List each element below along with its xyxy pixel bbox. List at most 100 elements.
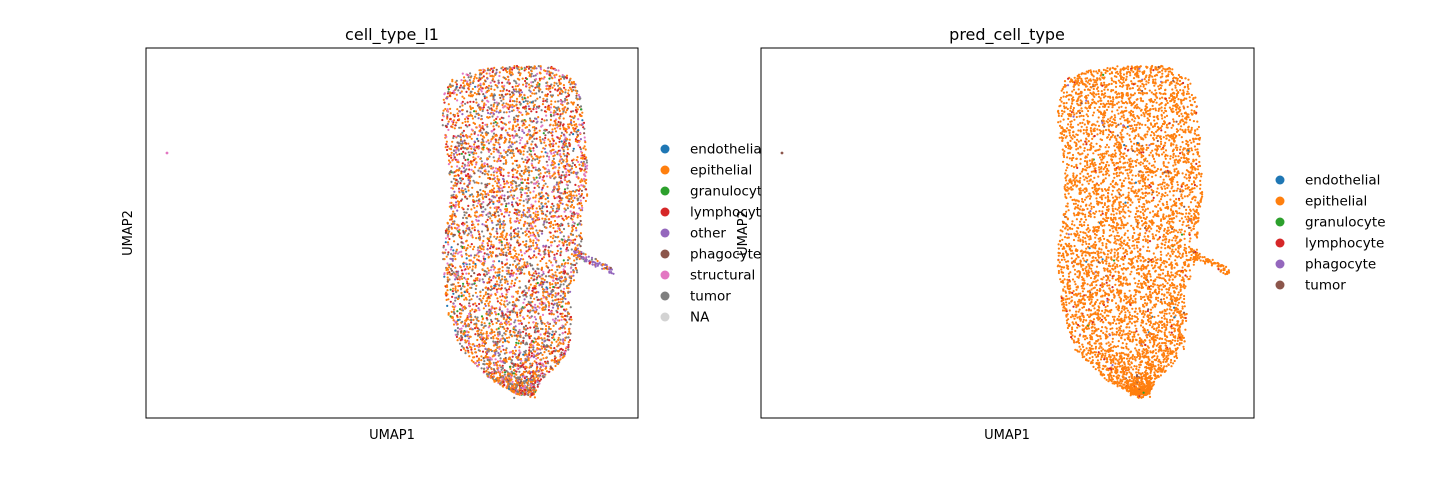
data-point bbox=[457, 202, 460, 205]
data-point bbox=[562, 152, 565, 155]
data-point bbox=[460, 102, 463, 105]
data-point bbox=[578, 207, 581, 210]
data-point bbox=[512, 189, 515, 192]
data-point bbox=[545, 356, 548, 359]
data-point bbox=[460, 147, 463, 150]
data-point bbox=[575, 125, 578, 128]
data-point bbox=[519, 243, 522, 246]
data-point bbox=[552, 189, 555, 192]
data-point bbox=[563, 287, 566, 290]
data-point bbox=[484, 86, 487, 90]
data-point bbox=[547, 194, 550, 197]
data-point bbox=[496, 319, 499, 322]
data-point bbox=[528, 74, 531, 78]
data-point bbox=[579, 236, 582, 239]
data-point bbox=[533, 250, 536, 253]
data-point bbox=[447, 228, 450, 231]
data-point bbox=[475, 215, 478, 218]
data-point bbox=[542, 357, 545, 360]
data-point bbox=[499, 89, 502, 93]
data-point bbox=[552, 285, 555, 289]
data-point bbox=[446, 114, 449, 117]
data-point bbox=[503, 275, 506, 279]
data-point bbox=[562, 292, 565, 295]
data-point bbox=[529, 326, 532, 329]
data-point bbox=[551, 330, 554, 333]
data-point bbox=[487, 256, 490, 259]
data-point bbox=[446, 153, 449, 156]
data-point bbox=[464, 349, 467, 352]
data-point bbox=[580, 202, 583, 205]
data-point bbox=[471, 163, 474, 166]
data-point bbox=[449, 300, 452, 303]
data-point bbox=[530, 70, 533, 73]
data-point bbox=[559, 294, 562, 297]
data-point bbox=[512, 372, 516, 375]
data-point bbox=[544, 129, 547, 132]
data-point bbox=[492, 122, 495, 125]
data-point bbox=[450, 145, 453, 148]
data-point bbox=[503, 300, 506, 303]
data-point bbox=[470, 137, 473, 140]
data-point bbox=[549, 71, 553, 74]
data-point bbox=[565, 243, 569, 246]
data-point bbox=[545, 370, 549, 373]
data-point bbox=[532, 244, 535, 247]
data-point bbox=[496, 291, 499, 294]
data-point bbox=[558, 140, 561, 143]
data-point bbox=[546, 164, 549, 167]
data-point bbox=[526, 195, 529, 198]
data-point bbox=[556, 315, 560, 318]
data-point bbox=[502, 174, 505, 177]
data-point bbox=[525, 167, 528, 170]
data-point bbox=[460, 189, 463, 192]
data-point bbox=[548, 304, 551, 307]
data-point bbox=[553, 81, 556, 84]
data-point bbox=[451, 187, 454, 190]
data-point bbox=[490, 367, 493, 371]
data-point bbox=[570, 131, 573, 134]
data-point bbox=[525, 82, 529, 85]
data-point bbox=[572, 190, 575, 193]
data-point bbox=[583, 145, 586, 148]
data-point bbox=[466, 158, 470, 161]
data-point bbox=[480, 114, 483, 118]
data-point bbox=[579, 105, 583, 108]
data-point bbox=[537, 200, 541, 203]
data-point bbox=[581, 119, 584, 122]
data-point bbox=[567, 256, 570, 259]
data-point bbox=[570, 230, 574, 233]
data-point bbox=[498, 284, 501, 287]
data-point bbox=[463, 76, 466, 79]
data-point bbox=[452, 249, 455, 252]
data-point bbox=[499, 325, 502, 328]
data-point bbox=[466, 284, 470, 287]
data-point bbox=[501, 66, 504, 69]
data-point bbox=[470, 234, 473, 237]
data-point bbox=[565, 168, 568, 171]
data-point bbox=[529, 301, 533, 304]
data-point bbox=[546, 196, 549, 200]
data-point bbox=[446, 276, 449, 279]
data-point bbox=[482, 280, 485, 284]
data-point bbox=[495, 84, 498, 87]
data-point bbox=[541, 347, 544, 350]
data-point bbox=[559, 82, 563, 85]
data-point bbox=[530, 181, 533, 184]
data-point bbox=[481, 193, 484, 196]
data-point bbox=[490, 165, 493, 168]
data-point bbox=[496, 115, 499, 118]
data-point bbox=[519, 102, 522, 105]
data-point bbox=[504, 105, 507, 108]
data-point bbox=[559, 231, 562, 234]
data-point bbox=[462, 81, 465, 85]
data-point bbox=[541, 313, 545, 316]
data-point bbox=[522, 150, 525, 153]
data-point bbox=[513, 346, 517, 349]
data-point bbox=[523, 147, 526, 150]
data-point bbox=[489, 189, 492, 192]
data-point bbox=[563, 144, 566, 147]
data-point bbox=[460, 312, 463, 315]
data-point bbox=[480, 333, 483, 336]
data-point bbox=[547, 350, 550, 353]
